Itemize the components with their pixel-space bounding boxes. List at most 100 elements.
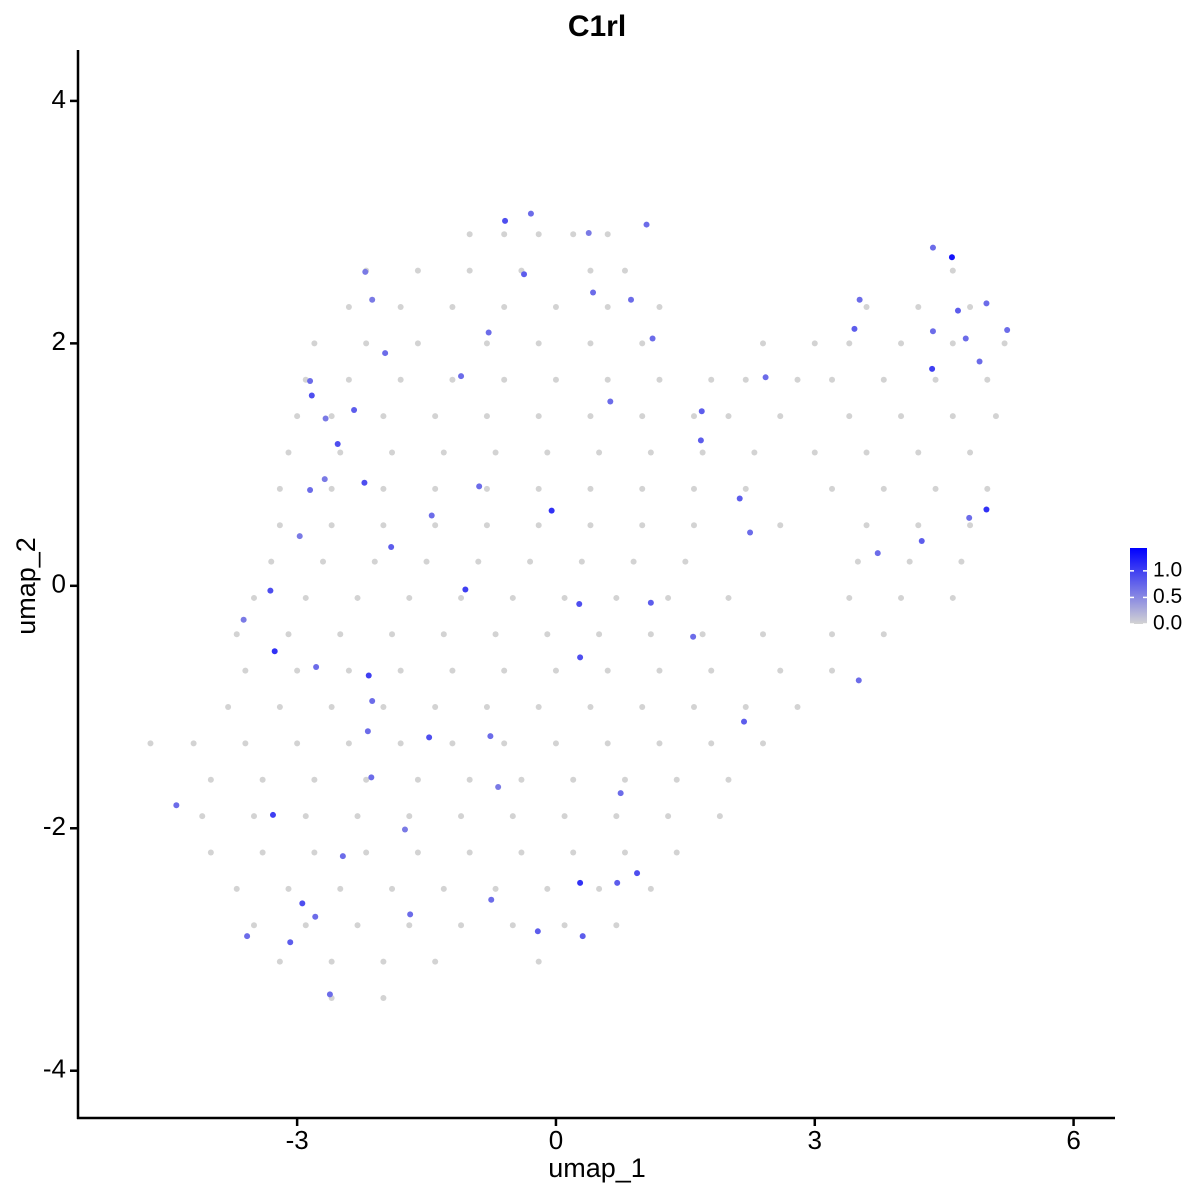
point xyxy=(501,376,508,383)
point xyxy=(501,303,508,310)
point xyxy=(607,398,614,405)
point xyxy=(587,485,594,492)
point xyxy=(287,939,294,946)
point xyxy=(570,231,577,238)
point xyxy=(521,271,528,278)
point xyxy=(483,485,490,492)
points xyxy=(147,210,1011,1001)
point xyxy=(863,449,870,456)
point xyxy=(967,303,974,310)
point xyxy=(647,599,654,606)
point xyxy=(898,340,905,347)
point xyxy=(294,413,301,420)
point xyxy=(312,913,319,920)
point xyxy=(440,631,447,638)
point xyxy=(397,667,404,674)
point xyxy=(614,879,621,886)
point xyxy=(311,849,318,856)
point xyxy=(604,231,611,238)
colorbar-tick-label: 0.5 xyxy=(1153,585,1182,608)
point xyxy=(334,440,341,447)
point xyxy=(426,734,433,741)
point xyxy=(406,594,413,601)
point xyxy=(665,594,672,601)
point xyxy=(639,704,646,711)
point xyxy=(880,376,887,383)
point xyxy=(414,267,421,274)
point xyxy=(351,407,358,414)
point xyxy=(369,697,376,704)
point xyxy=(285,631,292,638)
point xyxy=(863,522,870,529)
point xyxy=(579,933,586,940)
point xyxy=(199,813,206,820)
point xyxy=(406,813,413,820)
point xyxy=(690,522,697,529)
point xyxy=(483,704,490,711)
point xyxy=(698,408,705,415)
point xyxy=(307,487,314,494)
point xyxy=(929,365,936,372)
point xyxy=(458,922,465,929)
point xyxy=(244,933,251,940)
point xyxy=(604,667,611,674)
point xyxy=(535,522,542,529)
point xyxy=(534,928,541,935)
point xyxy=(369,296,376,303)
point xyxy=(328,704,335,711)
point xyxy=(829,485,836,492)
point xyxy=(552,303,559,310)
point xyxy=(794,704,801,711)
point xyxy=(690,633,697,640)
point xyxy=(380,485,387,492)
point xyxy=(967,522,974,529)
point xyxy=(874,550,881,557)
point xyxy=(440,449,447,456)
point xyxy=(432,485,439,492)
point xyxy=(929,244,936,251)
point xyxy=(488,896,495,903)
point xyxy=(762,374,769,381)
point xyxy=(328,485,335,492)
point xyxy=(449,667,456,674)
point xyxy=(630,558,637,565)
point xyxy=(449,303,456,310)
point xyxy=(570,776,577,783)
point xyxy=(552,740,559,747)
point xyxy=(587,267,594,274)
point xyxy=(949,267,956,274)
point xyxy=(483,522,490,529)
point xyxy=(485,329,492,336)
point xyxy=(345,376,352,383)
point xyxy=(639,340,646,347)
point xyxy=(578,558,585,565)
point xyxy=(432,704,439,711)
point xyxy=(311,340,318,347)
point xyxy=(320,558,327,565)
point xyxy=(321,476,328,483)
point xyxy=(932,376,939,383)
point xyxy=(949,340,956,347)
point xyxy=(811,340,818,347)
point xyxy=(690,413,697,420)
point xyxy=(984,485,991,492)
point xyxy=(725,776,732,783)
x-tick-label: 6 xyxy=(1066,1125,1080,1155)
point xyxy=(544,449,551,456)
point xyxy=(590,289,597,296)
point xyxy=(915,522,922,529)
point xyxy=(535,958,542,965)
point xyxy=(406,922,413,929)
point xyxy=(577,654,584,661)
colorbar-tick-label: 0.0 xyxy=(1153,612,1182,635)
point xyxy=(414,776,421,783)
point xyxy=(561,594,568,601)
point xyxy=(958,558,965,565)
point xyxy=(345,740,352,747)
point xyxy=(777,522,784,529)
point xyxy=(880,631,887,638)
point xyxy=(501,231,508,238)
point xyxy=(364,728,371,735)
point xyxy=(544,631,551,638)
